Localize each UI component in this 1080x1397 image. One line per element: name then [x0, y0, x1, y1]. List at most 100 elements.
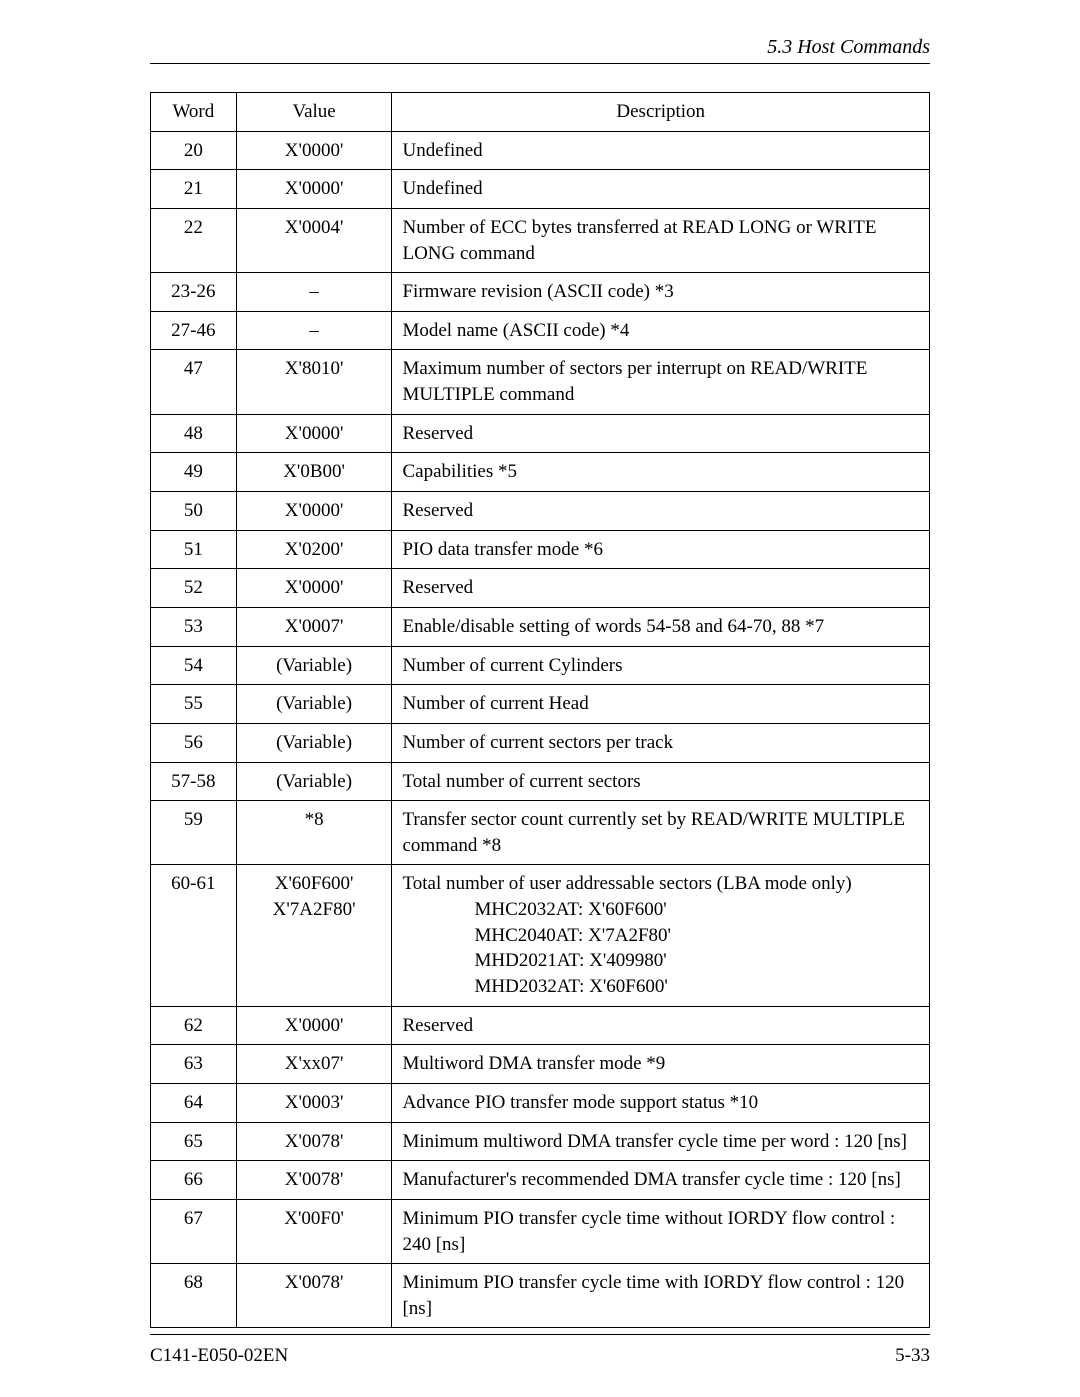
value-cell: X'0078'	[236, 1161, 392, 1200]
word-cell: 53	[151, 607, 237, 646]
word-cell: 56	[151, 723, 237, 762]
table-row: 64X'0003'Advance PIO transfer mode suppo…	[151, 1083, 930, 1122]
table-row: 67X'00F0'Minimum PIO transfer cycle time…	[151, 1199, 930, 1263]
description-cell: Advance PIO transfer mode support status…	[392, 1083, 930, 1122]
description-cell: Firmware revision (ASCII code) *3	[392, 273, 930, 312]
description-cell: Minimum PIO transfer cycle time without …	[392, 1199, 930, 1263]
word-cell: 68	[151, 1264, 237, 1328]
table-row: 63X'xx07'Multiword DMA transfer mode *9	[151, 1045, 930, 1084]
footer-rule	[150, 1334, 930, 1335]
table-row: 53X'0007'Enable/disable setting of words…	[151, 607, 930, 646]
word-cell: 48	[151, 414, 237, 453]
description-cell: Minimum PIO transfer cycle time with IOR…	[392, 1264, 930, 1328]
word-cell: 60-61	[151, 865, 237, 1006]
description-cell: Undefined	[392, 170, 930, 209]
word-cell: 67	[151, 1199, 237, 1263]
page-number: 5-33	[895, 1345, 930, 1367]
description-cell: Number of current sectors per track	[392, 723, 930, 762]
description-cell: Undefined	[392, 131, 930, 170]
doc-id: C141-E050-02EN	[150, 1345, 288, 1367]
table-row: 47X'8010'Maximum number of sectors per i…	[151, 350, 930, 414]
value-cell: (Variable)	[236, 685, 392, 724]
value-cell: (Variable)	[236, 723, 392, 762]
description-cell: Number of ECC bytes transferred at READ …	[392, 208, 930, 272]
table-row: 27-46–Model name (ASCII code) *4	[151, 311, 930, 350]
table-row: 50X'0000'Reserved	[151, 492, 930, 531]
value-cell: X'0000'	[236, 492, 392, 531]
description-cell: Reserved	[392, 1006, 930, 1045]
word-cell: 66	[151, 1161, 237, 1200]
word-cell: 47	[151, 350, 237, 414]
table-row: 56(Variable)Number of current sectors pe…	[151, 723, 930, 762]
value-cell: X'60F600'X'7A2F80'	[236, 865, 392, 1006]
value-cell: (Variable)	[236, 646, 392, 685]
value-cell: X'00F0'	[236, 1199, 392, 1263]
value-cell: X'xx07'	[236, 1045, 392, 1084]
table-row: 55(Variable)Number of current Head	[151, 685, 930, 724]
word-cell: 55	[151, 685, 237, 724]
table-header-row: Word Value Description	[151, 93, 930, 132]
description-cell: Reserved	[392, 414, 930, 453]
word-cell: 23-26	[151, 273, 237, 312]
table-row: 57-58(Variable)Total number of current s…	[151, 762, 930, 801]
table-row: 22X'0004'Number of ECC bytes transferred…	[151, 208, 930, 272]
value-cell: *8	[236, 801, 392, 865]
table-row: 52X'0000'Reserved	[151, 569, 930, 608]
word-cell: 63	[151, 1045, 237, 1084]
description-cell: Transfer sector count currently set by R…	[392, 801, 930, 865]
word-cell: 50	[151, 492, 237, 531]
table-row: 60-61X'60F600'X'7A2F80'Total number of u…	[151, 865, 930, 1006]
table-row: 66X'0078'Manufacturer's recommended DMA …	[151, 1161, 930, 1200]
page: 5.3 Host Commands Word Value Description…	[0, 0, 1080, 1397]
word-cell: 57-58	[151, 762, 237, 801]
table-row: 59*8Transfer sector count currently set …	[151, 801, 930, 865]
page-footer: C141-E050-02EN 5-33	[150, 1334, 930, 1367]
word-cell: 51	[151, 530, 237, 569]
word-cell: 52	[151, 569, 237, 608]
value-cell: X'0000'	[236, 414, 392, 453]
word-cell: 59	[151, 801, 237, 865]
description-cell: Maximum number of sectors per interrupt …	[392, 350, 930, 414]
word-cell: 54	[151, 646, 237, 685]
value-cell: –	[236, 311, 392, 350]
word-cell: 64	[151, 1083, 237, 1122]
description-cell: Multiword DMA transfer mode *9	[392, 1045, 930, 1084]
table-row: 49X'0B00'Capabilities *5	[151, 453, 930, 492]
table-row: 65X'0078'Minimum multiword DMA transfer …	[151, 1122, 930, 1161]
col-header-description: Description	[392, 93, 930, 132]
word-cell: 27-46	[151, 311, 237, 350]
value-cell: –	[236, 273, 392, 312]
description-cell: Capabilities *5	[392, 453, 930, 492]
description-cell: PIO data transfer mode *6	[392, 530, 930, 569]
identify-words-table: Word Value Description 20X'0000'Undefine…	[150, 92, 930, 1328]
section-header: 5.3 Host Commands	[150, 36, 930, 59]
value-cell: X'0078'	[236, 1122, 392, 1161]
value-cell: X'0078'	[236, 1264, 392, 1328]
description-cell: Total number of current sectors	[392, 762, 930, 801]
description-cell: Minimum multiword DMA transfer cycle tim…	[392, 1122, 930, 1161]
table-row: 23-26–Firmware revision (ASCII code) *3	[151, 273, 930, 312]
description-cell: Number of current Cylinders	[392, 646, 930, 685]
table-row: 68X'0078'Minimum PIO transfer cycle time…	[151, 1264, 930, 1328]
word-cell: 21	[151, 170, 237, 209]
table-row: 21X'0000'Undefined	[151, 170, 930, 209]
word-cell: 22	[151, 208, 237, 272]
value-cell: X'0B00'	[236, 453, 392, 492]
value-cell: X'0000'	[236, 1006, 392, 1045]
table-row: 51X'0200'PIO data transfer mode *6	[151, 530, 930, 569]
description-cell: Reserved	[392, 492, 930, 531]
description-cell: Enable/disable setting of words 54-58 an…	[392, 607, 930, 646]
value-cell: X'0007'	[236, 607, 392, 646]
table-row: 20X'0000'Undefined	[151, 131, 930, 170]
value-cell: X'0200'	[236, 530, 392, 569]
value-cell: X'0004'	[236, 208, 392, 272]
description-cell: Reserved	[392, 569, 930, 608]
value-cell: X'0000'	[236, 569, 392, 608]
header-rule	[150, 63, 930, 64]
value-cell: (Variable)	[236, 762, 392, 801]
value-cell: X'8010'	[236, 350, 392, 414]
col-header-word: Word	[151, 93, 237, 132]
value-cell: X'0000'	[236, 131, 392, 170]
table-row: 62X'0000'Reserved	[151, 1006, 930, 1045]
col-header-value: Value	[236, 93, 392, 132]
